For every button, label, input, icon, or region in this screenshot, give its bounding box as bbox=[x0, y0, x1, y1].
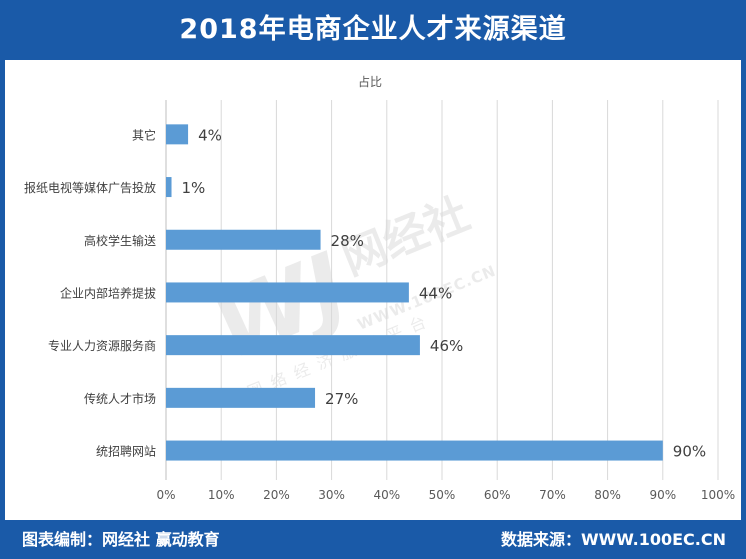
x-tick-label: 50% bbox=[429, 488, 456, 502]
x-axis-ticks: 0% 10% 20% 30% 40% 50% 60% 70% 80% 90% 100% bbox=[156, 488, 735, 502]
x-tick-label: 40% bbox=[373, 488, 400, 502]
chart-panel: WJ 网经社 WWW.100EC.CN 网络经济服务平台 占比 其它 报纸电视等媒… bbox=[5, 60, 741, 520]
bar bbox=[166, 282, 409, 303]
footer-credit: 图表编制：网经社 赢动教育 bbox=[22, 530, 220, 549]
bar bbox=[166, 229, 321, 250]
category-label: 高校学生输送 bbox=[84, 233, 156, 248]
value-label: 28% bbox=[331, 232, 364, 250]
category-label: 企业内部培养提拔 bbox=[60, 285, 156, 300]
footer-bar: 图表编制：网经社 赢动教育 数据来源：WWW.100EC.CN bbox=[0, 520, 746, 559]
x-tick-label: 0% bbox=[156, 488, 175, 502]
x-tick-label: 80% bbox=[594, 488, 621, 502]
value-labels: 4% 1% 28% 44% 46% 27% 90% bbox=[182, 126, 707, 460]
value-label: 27% bbox=[325, 390, 358, 408]
category-label: 报纸电视等媒体广告投放 bbox=[24, 180, 156, 195]
bar bbox=[166, 177, 172, 198]
x-tick-label: 70% bbox=[539, 488, 566, 502]
x-tick-label: 100% bbox=[701, 488, 735, 502]
bar bbox=[166, 387, 316, 408]
footer-source: 数据来源：WWW.100EC.CN bbox=[500, 530, 726, 549]
bar-chart: WJ 网经社 WWW.100EC.CN 网络经济服务平台 占比 其它报纸电视等媒… bbox=[24, 74, 735, 502]
bars bbox=[166, 124, 663, 461]
bar bbox=[166, 335, 420, 356]
value-label: 1% bbox=[182, 179, 206, 197]
x-tick-label: 90% bbox=[649, 488, 676, 502]
value-label: 46% bbox=[430, 337, 463, 355]
category-labels: 其它报纸电视等媒体广告投放高校学生输送企业内部培养提拔专业人力资源服务商传统人才… bbox=[24, 127, 156, 458]
category-label: 专业人力资源服务商 bbox=[48, 338, 156, 353]
x-tick-label: 30% bbox=[318, 488, 345, 502]
x-tick-label: 20% bbox=[263, 488, 290, 502]
value-label: 90% bbox=[673, 443, 706, 461]
x-tick-label: 10% bbox=[208, 488, 235, 502]
value-label: 4% bbox=[198, 126, 222, 144]
x-tick-label: 60% bbox=[484, 488, 511, 502]
bar bbox=[166, 440, 663, 461]
category-label: 其它 bbox=[132, 127, 156, 142]
header-bar: 2018年电商企业人才来源渠道 bbox=[0, 0, 746, 60]
legend-label: 占比 bbox=[358, 74, 382, 89]
bar bbox=[166, 124, 189, 145]
category-label: 统招聘网站 bbox=[96, 445, 156, 459]
category-label: 传统人才市场 bbox=[84, 391, 156, 406]
page-title: 2018年电商企业人才来源渠道 bbox=[179, 14, 567, 45]
value-label: 44% bbox=[419, 284, 452, 302]
